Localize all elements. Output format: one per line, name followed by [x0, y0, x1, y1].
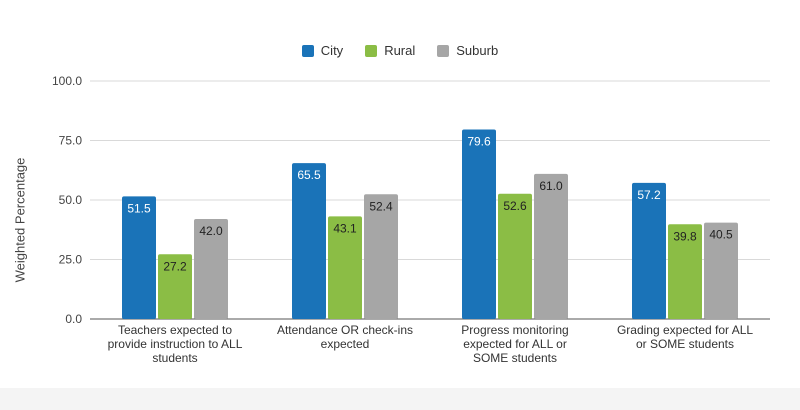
- legend-item-city[interactable]: City: [301, 43, 344, 58]
- bar-city: [632, 182, 666, 319]
- x-category-label: Teachers expected to provide instruction…: [107, 323, 243, 365]
- data-label: 27.2: [163, 259, 187, 273]
- x-category-label: Attendance OR check-ins expected: [276, 323, 414, 351]
- bar-city: [292, 163, 326, 319]
- x-category-label: Grading expected for ALL or SOME student…: [616, 323, 754, 351]
- bar-suburb: [704, 222, 738, 319]
- y-tick-label: 0.0: [65, 312, 82, 326]
- data-label: 51.5: [127, 201, 151, 215]
- data-label: 65.5: [297, 168, 321, 182]
- data-label: 40.5: [709, 228, 733, 242]
- data-label: 57.2: [637, 188, 661, 202]
- x-category-label: Progress monitoring expected for ALL or …: [461, 323, 569, 365]
- legend-swatch-suburb: [437, 44, 450, 57]
- legend-item-suburb[interactable]: Suburb: [437, 43, 498, 58]
- legend-label-rural: Rural: [384, 43, 416, 58]
- data-label: 42.0: [199, 224, 223, 238]
- bar-rural: [158, 254, 192, 319]
- data-label: 43.1: [333, 221, 357, 235]
- y-tick-label: 25.0: [59, 253, 83, 267]
- legend-item-rural[interactable]: Rural: [365, 43, 415, 58]
- legend-label-city: City: [320, 43, 344, 58]
- y-tick-label: 50.0: [59, 193, 83, 207]
- legend-swatch-city: [301, 44, 314, 57]
- legend-label-suburb: Suburb: [456, 43, 499, 58]
- y-tick-label: 100.0: [52, 74, 82, 88]
- data-label: 52.6: [503, 199, 527, 213]
- data-label: 52.4: [369, 199, 393, 213]
- bar-city: [462, 129, 496, 319]
- bar-rural: [498, 193, 532, 319]
- bar-rural: [668, 224, 702, 319]
- legend: City Rural Suburb: [0, 43, 800, 58]
- data-label: 39.8: [673, 229, 697, 243]
- bar-city: [122, 196, 156, 319]
- bar-suburb: [534, 173, 568, 319]
- bar-suburb: [364, 194, 398, 319]
- data-label: 79.6: [467, 135, 491, 149]
- bar-rural: [328, 216, 362, 319]
- legend-swatch-rural: [365, 44, 378, 57]
- bar-suburb: [194, 219, 228, 319]
- y-tick-label: 75.0: [59, 134, 83, 148]
- bottom-strip: [0, 388, 800, 410]
- data-label: 61.0: [539, 179, 563, 193]
